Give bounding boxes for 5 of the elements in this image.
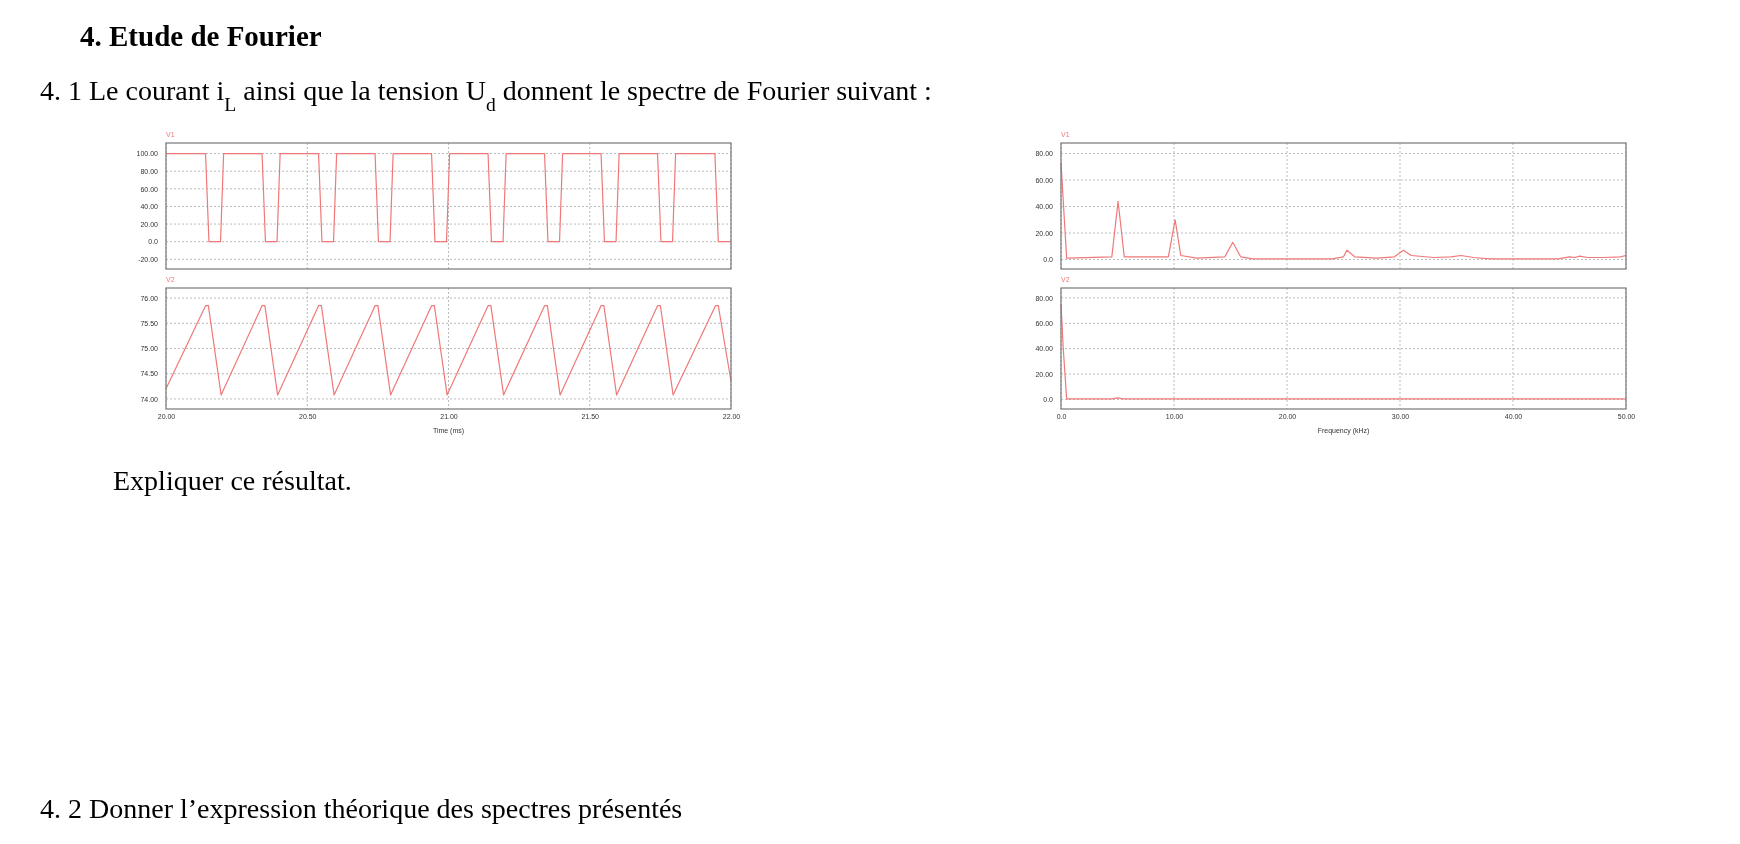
chart-subtitle: 4. 1 Le courant i$_{L}$ ainsi que la tension U$_{d}$ donnent le spectre de Fourier suivant : xyxy=(40,75,932,115)
text: 4. 2 Donner l’expression théorique des spectres présentés xyxy=(40,793,683,824)
chart-title: 4. Etude de Fourier xyxy=(80,20,322,52)
line-series xyxy=(165,305,732,396)
text: Expliquer ce résultat. xyxy=(113,465,352,496)
